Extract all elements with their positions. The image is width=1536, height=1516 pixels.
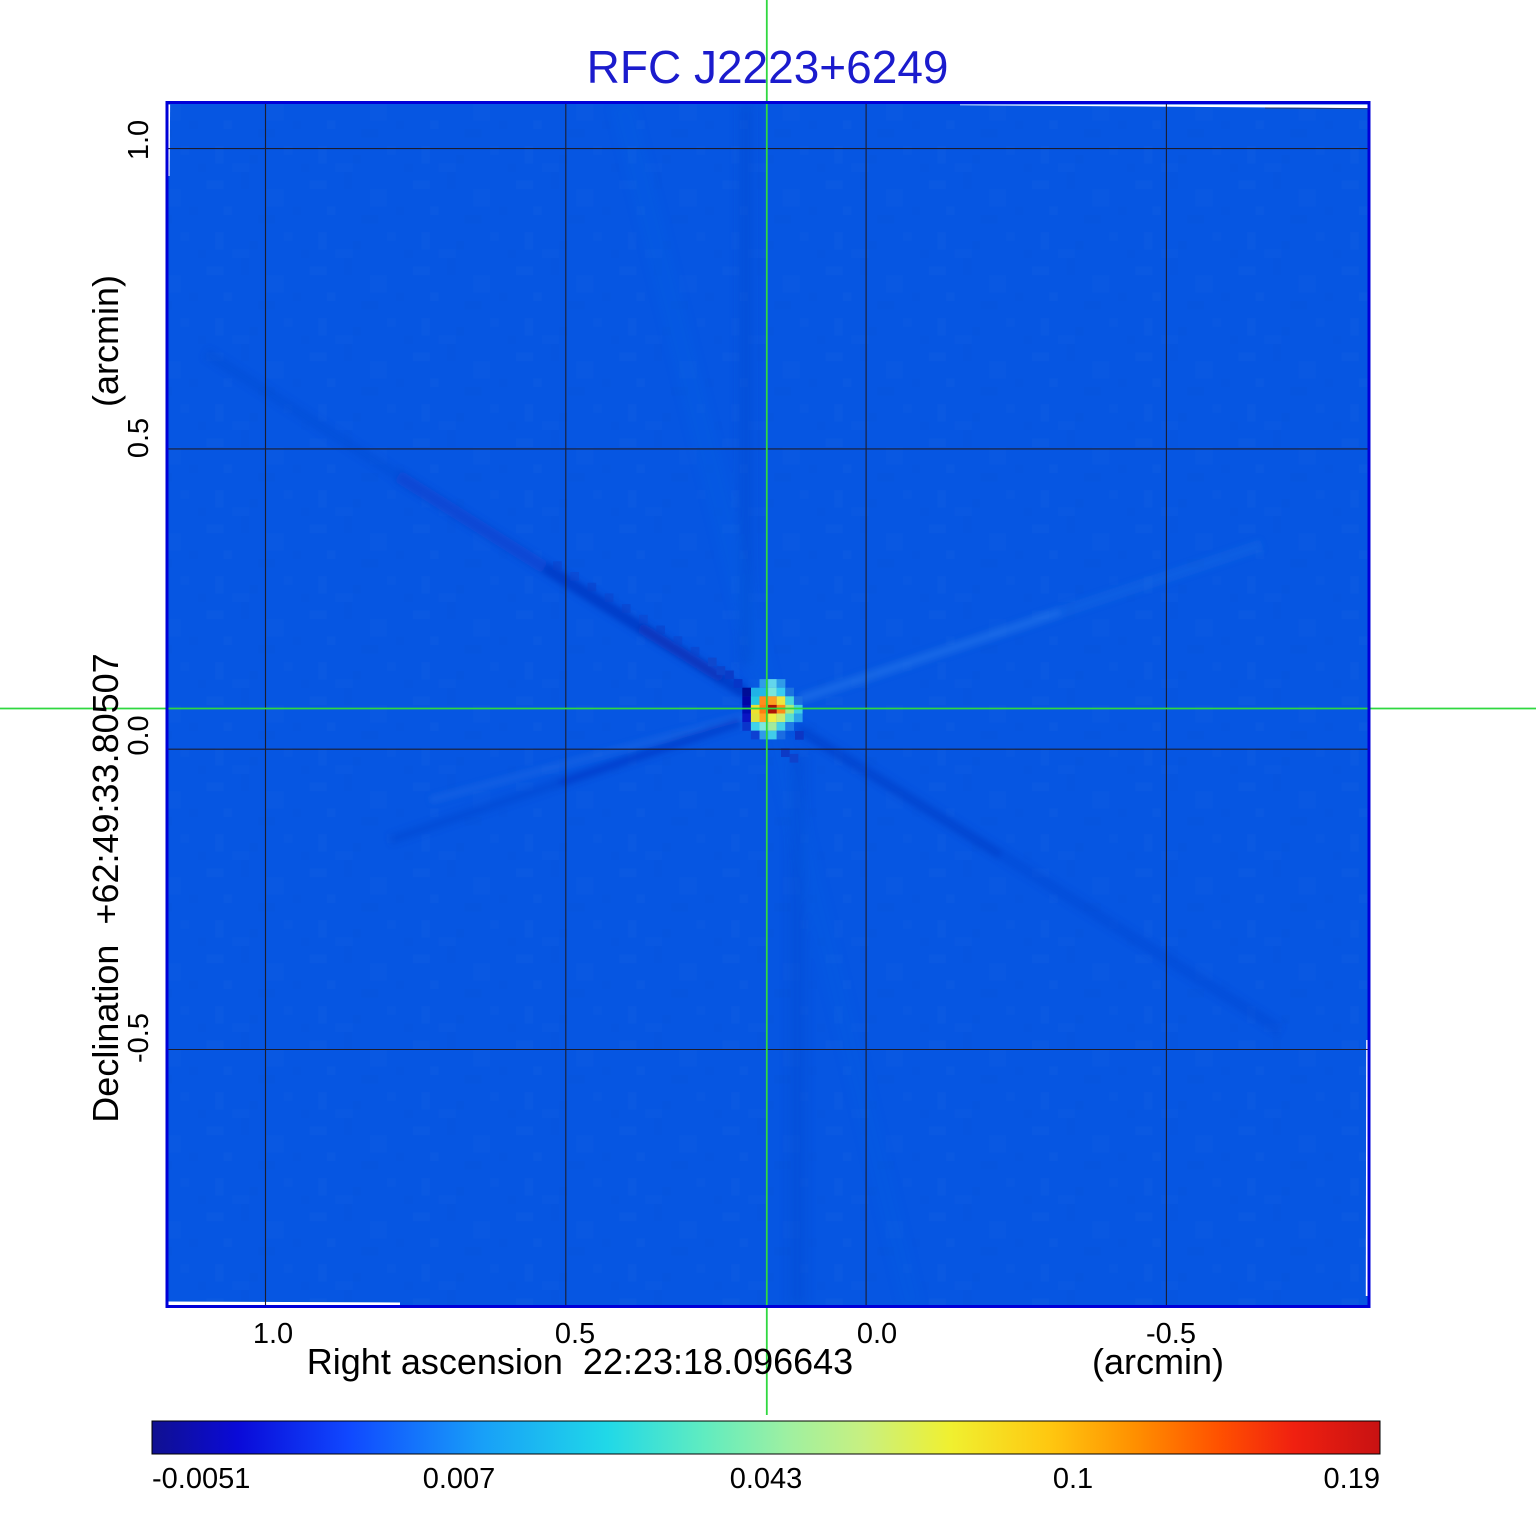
svg-text:0.0: 0.0	[123, 715, 155, 755]
svg-text:1.0: 1.0	[123, 120, 155, 160]
svg-text:(arcmin): (arcmin)	[85, 275, 126, 407]
svg-text:(arcmin): (arcmin)	[1092, 1341, 1224, 1382]
svg-text:Declination +62:49:33.80507: Declination +62:49:33.80507	[85, 653, 126, 1122]
svg-text:0.5: 0.5	[123, 418, 155, 458]
svg-text:0.19: 0.19	[1324, 1463, 1380, 1495]
svg-text:0.0: 0.0	[857, 1318, 897, 1350]
svg-text:0.007: 0.007	[423, 1463, 496, 1495]
svg-text:0.1: 0.1	[1053, 1463, 1093, 1495]
svg-text:Right ascension 22:23:18.0966: Right ascension 22:23:18.096643	[307, 1341, 853, 1382]
svg-text:-0.0051: -0.0051	[152, 1463, 250, 1495]
svg-text:0.5: 0.5	[555, 1318, 595, 1350]
svg-text:RFC J2223+6249: RFC J2223+6249	[587, 41, 949, 93]
svg-text:0.043: 0.043	[730, 1463, 803, 1495]
svg-text:1.0: 1.0	[253, 1318, 293, 1350]
svg-text:-0.5: -0.5	[123, 1013, 155, 1063]
svg-text:-0.5: -0.5	[1146, 1318, 1196, 1350]
